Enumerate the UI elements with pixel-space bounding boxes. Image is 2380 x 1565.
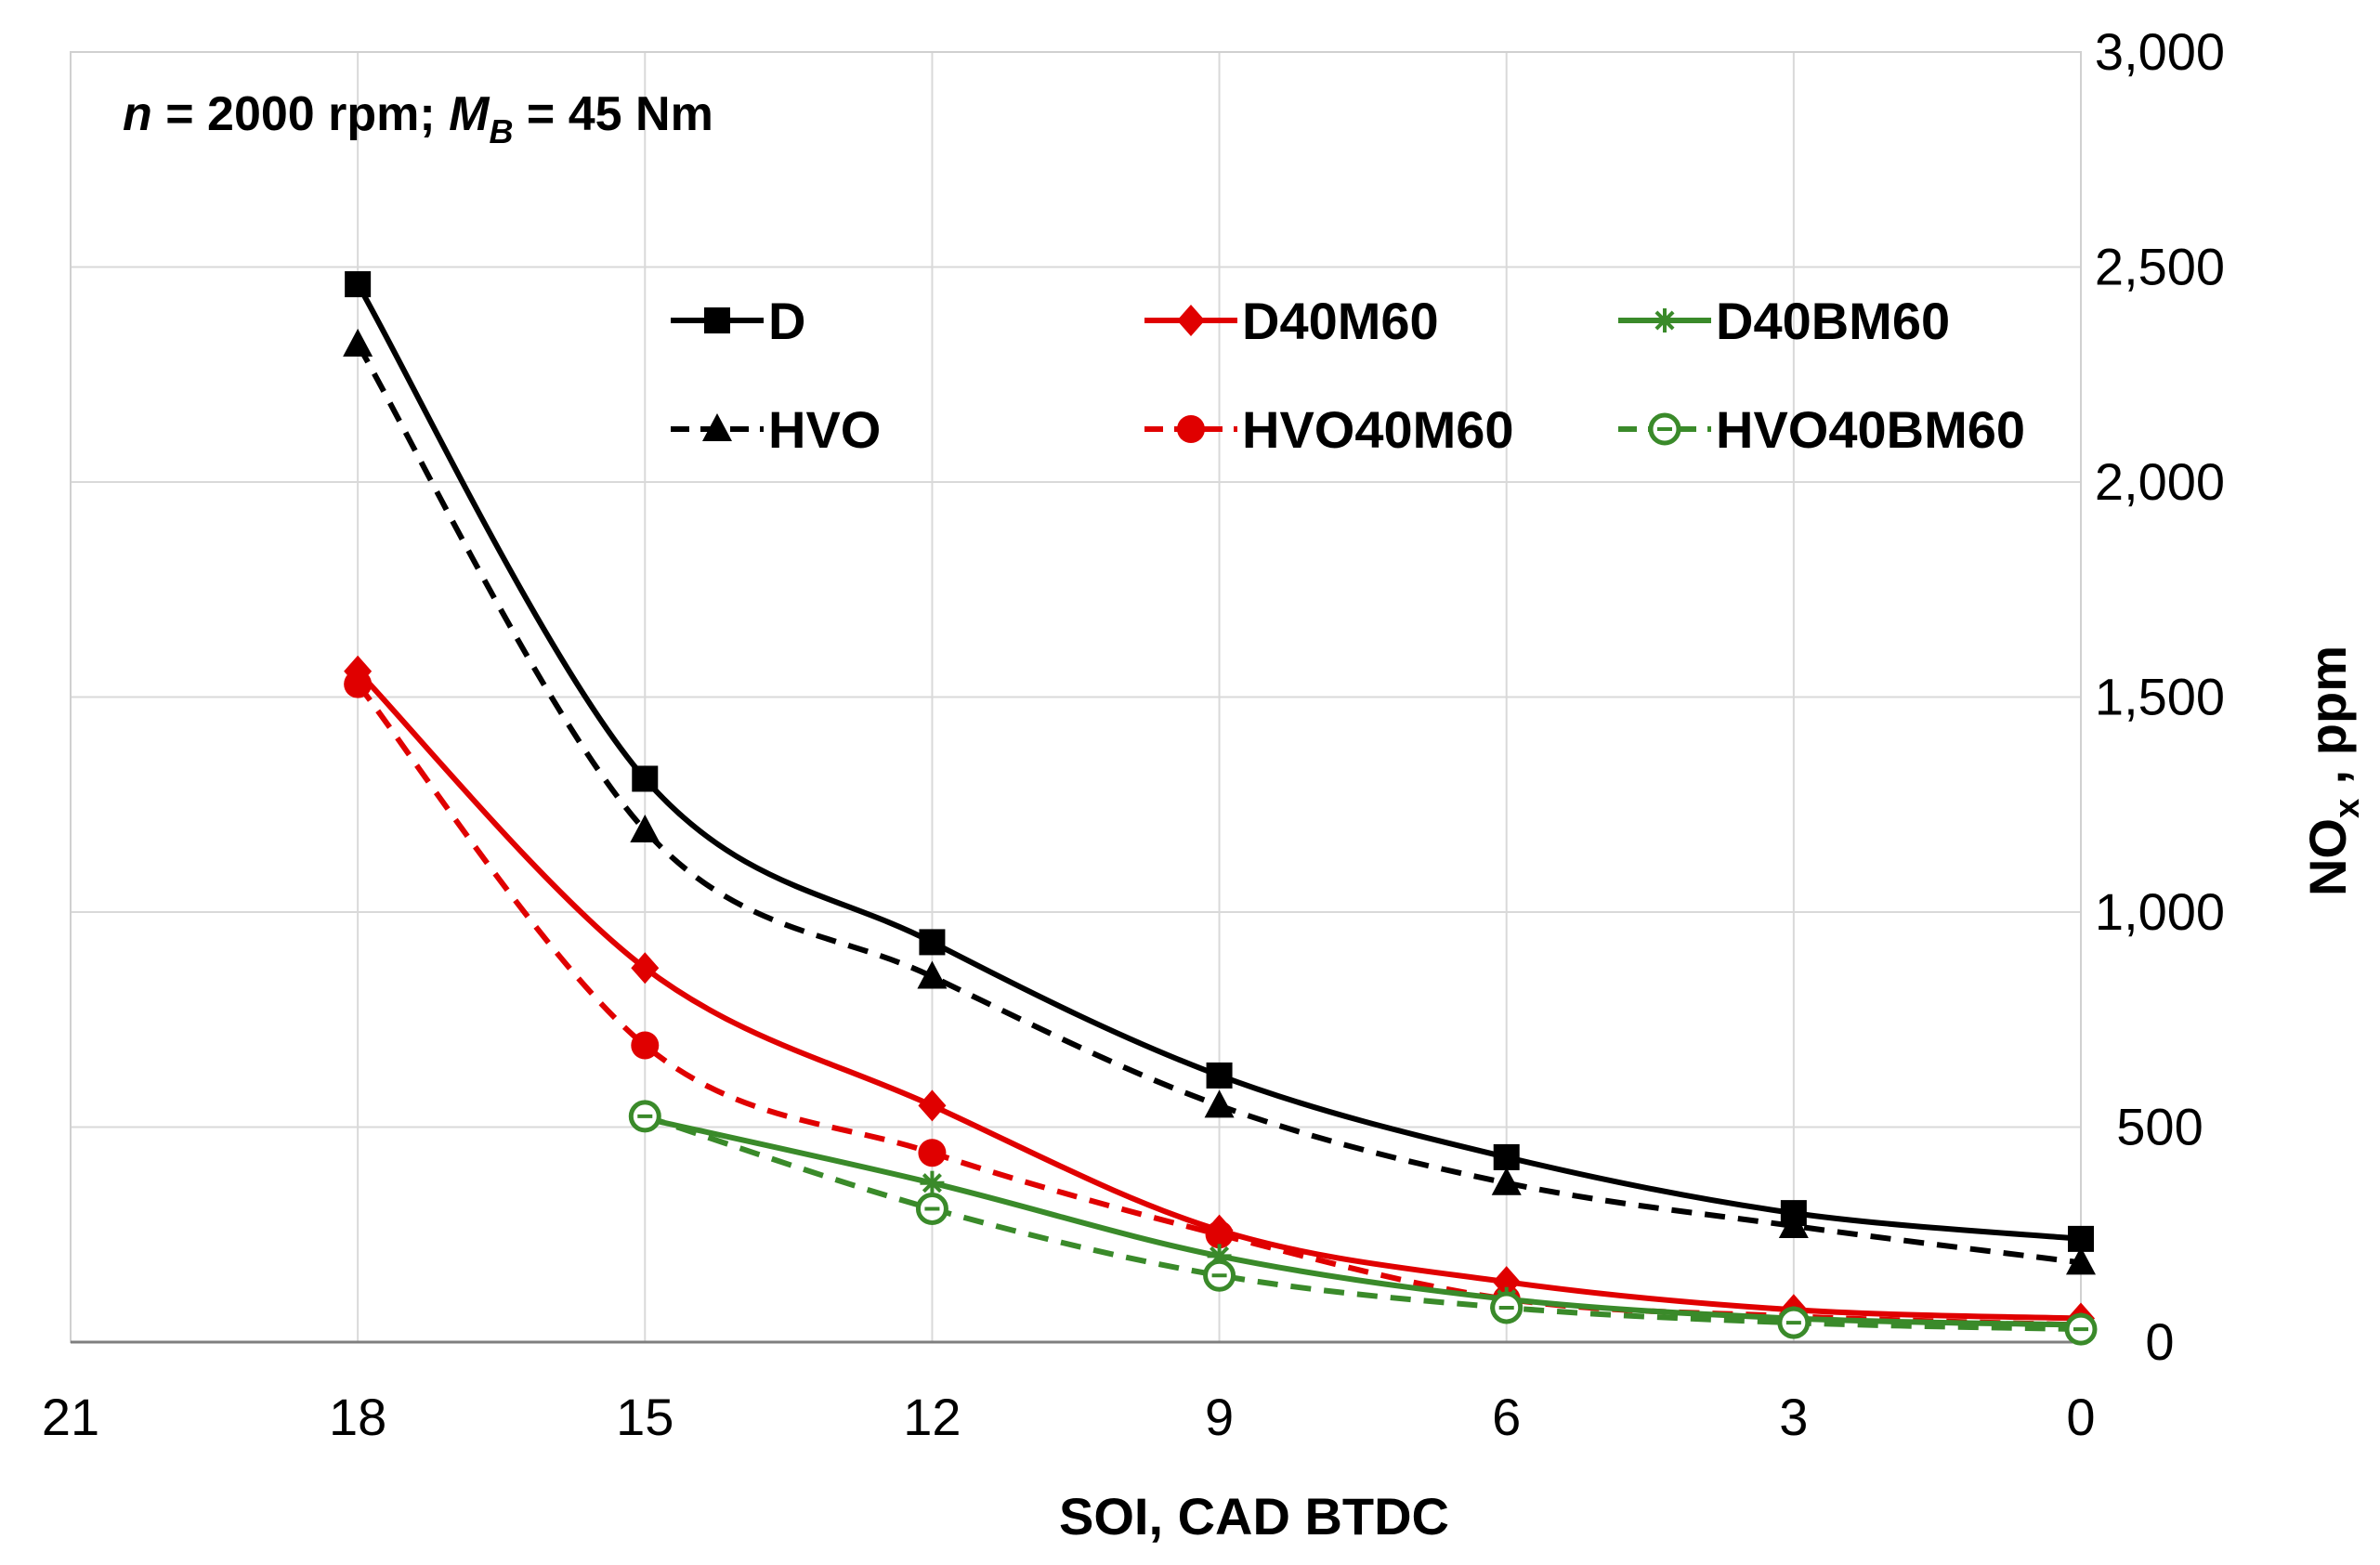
legend-item-d40m60: D40M60	[1144, 292, 1439, 350]
data-point-hvo40m60	[1205, 1220, 1234, 1249]
y-axis-title: NOx , ppm	[2298, 646, 2367, 896]
legend-item-d: D	[671, 292, 805, 350]
data-point-hvo	[630, 815, 660, 843]
data-point-hvo	[1491, 1167, 1522, 1195]
legend-label-d: D	[768, 292, 805, 350]
data-point-d	[345, 271, 372, 298]
data-point-d	[919, 929, 946, 956]
x-tick-label: 0	[2066, 1388, 2095, 1446]
data-point-d40m60	[918, 1089, 947, 1122]
x-axis-title: SOI, CAD BTDC	[1059, 1487, 1449, 1545]
legend-label-d40m60: D40M60	[1242, 292, 1439, 350]
y-tick-label: 1,000	[2095, 882, 2225, 941]
series-line-hvo	[355, 343, 2082, 1266]
legend-label-d40bm60: D40BM60	[1716, 292, 1950, 350]
annotation-m-subscript: B	[489, 112, 513, 150]
series-line-hvo40bm60	[644, 1114, 2082, 1333]
x-tick-label: 21	[42, 1388, 99, 1446]
data-point-hvo40m60	[344, 670, 373, 698]
x-tick-label: 15	[616, 1388, 673, 1446]
y-tick-label: 2,500	[2095, 238, 2225, 296]
annotation-m-symbol: M	[449, 87, 490, 141]
data-point-hvo	[343, 328, 373, 357]
annotation-n-text: = 2000 rpm;	[152, 87, 449, 141]
data-point-hvo40bm60	[1490, 1291, 1523, 1324]
y-tick-label: 1,500	[2095, 668, 2225, 726]
legend-marker-hvo	[702, 413, 732, 441]
data-point-hvo	[1778, 1209, 1809, 1238]
data-point-d40bm60	[920, 1170, 945, 1195]
axes: 21 18 15 12 9 6 3 00 500 1,000 1,500 2,000 2,500 3,00…	[42, 22, 2225, 1446]
data-point-d	[1493, 1143, 1520, 1170]
y-tick-label: 0	[2145, 1312, 2174, 1371]
data-point-d40m60	[631, 952, 660, 985]
legend-item-hvo40bm60: HVO40BM60	[1618, 400, 2025, 459]
legend-item-hvo: HVO	[671, 400, 881, 459]
x-tick-label: 18	[329, 1388, 386, 1446]
legend-marker-d40m60	[1177, 305, 1205, 336]
legend-label-hvo40bm60: HVO40BM60	[1716, 400, 2025, 459]
data-point-hvo40bm60	[1203, 1259, 1236, 1292]
x-tick-label: 12	[903, 1388, 961, 1446]
y-axis-title-main: NO	[2298, 818, 2357, 896]
data-point-hvo40bm60	[628, 1100, 661, 1133]
y-tick-label: 3,000	[2095, 22, 2225, 81]
legend: D D40M60 D40BM60 HVO HVO40M60 HVO40BM60	[671, 292, 2025, 459]
condition-annotation: n = 2000 rpm; MB = 45 Nm	[123, 87, 713, 150]
legend-item-hvo40m60: HVO40M60	[1144, 400, 1514, 459]
x-tick-label: 3	[1779, 1388, 1808, 1446]
series	[343, 271, 2098, 1346]
x-tick-label: 6	[1492, 1388, 1521, 1446]
data-point-hvo	[2066, 1246, 2096, 1275]
legend-marker-d40bm60	[1653, 308, 1677, 333]
legend-marker-d	[704, 307, 730, 333]
y-tick-label: 500	[2116, 1098, 2203, 1156]
legend-item-d40bm60: D40BM60	[1618, 292, 1950, 350]
data-point-hvo	[917, 960, 948, 989]
data-point-d	[1206, 1062, 1233, 1089]
data-point-hvo40bm60	[2064, 1312, 2098, 1346]
x-tick-label: 9	[1205, 1388, 1234, 1446]
data-point-hvo	[1204, 1089, 1235, 1118]
legend-label-hvo: HVO	[768, 400, 881, 459]
legend-marker-hvo40bm60	[1648, 412, 1681, 446]
data-point-hvo40bm60	[915, 1192, 948, 1225]
data-point-hvo40m60	[918, 1139, 947, 1167]
data-point-hvo40bm60	[1777, 1306, 1811, 1339]
data-point-hvo40m60	[631, 1031, 660, 1060]
y-tick-label: 2,000	[2095, 452, 2225, 511]
legend-marker-hvo40m60	[1177, 415, 1205, 443]
y-axis-title-subscript: x	[2328, 799, 2367, 818]
y-axis-title-rest: , ppm	[2298, 646, 2357, 799]
annotation-n-symbol: n	[123, 87, 152, 141]
annotation-m-text: = 45 Nm	[513, 87, 713, 141]
data-point-d	[632, 765, 659, 792]
series-line-d40bm60	[644, 1115, 2082, 1328]
grid	[71, 51, 2082, 1342]
legend-label-hvo40m60: HVO40M60	[1242, 400, 1514, 459]
